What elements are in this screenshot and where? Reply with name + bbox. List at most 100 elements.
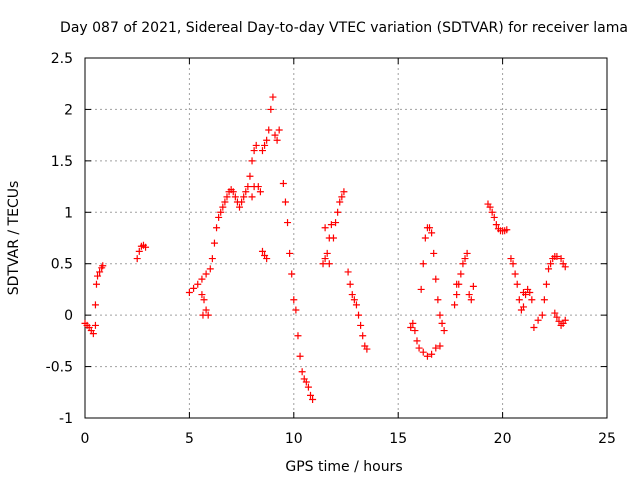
data-point [528,296,536,304]
data-point [540,296,548,304]
data-point [530,323,538,331]
data-point [89,330,97,338]
data-point [555,317,563,325]
data-point [409,319,417,327]
data-point [419,260,427,268]
x-tick-label: 10 [285,431,303,447]
data-point [96,268,104,276]
data-point [344,268,352,276]
data-point [547,260,555,268]
axis-ticks [84,57,608,419]
data-point [507,255,515,263]
data-point [263,136,271,144]
series-seg-j [451,249,477,309]
data-point [273,136,281,144]
data-point [436,311,444,319]
data-point [206,265,214,273]
data-point [352,301,360,309]
data-point [486,203,494,211]
data-point [542,280,550,288]
data-point [244,183,252,191]
data-point [271,131,279,139]
y-tick-label: 1 [64,205,73,221]
data-point [256,188,264,196]
data-point [432,275,440,283]
data-point [432,344,440,352]
x-tick-label: 20 [494,431,512,447]
data-point [363,345,371,353]
data-point [419,348,427,356]
y-tick-label: 2 [64,102,73,118]
data-point [94,272,102,280]
data-point [469,282,477,290]
data-point [334,208,342,216]
x-tick-label: 0 [81,431,90,447]
series-seg-e [254,93,283,263]
data-point [199,311,207,319]
data-point [561,263,569,271]
data-point [413,337,421,345]
data-point [534,316,542,324]
data-point [91,321,99,329]
y-tick-label: -0.5 [46,360,73,376]
series-seg-h [344,268,371,353]
data-point [194,280,202,288]
y-tick-label: 0 [64,308,73,324]
data-point [202,270,210,278]
data-point [465,291,473,299]
data-point [340,188,348,196]
x-tick-label: 15 [389,431,407,447]
data-point [415,344,423,352]
data-point [348,291,356,299]
y-tick-label: 0.5 [51,257,73,273]
data-point [440,327,448,335]
data-point [135,247,143,255]
data-point [275,126,283,134]
y-tick-label: -1 [59,411,73,427]
data-point [453,280,461,288]
data-point [329,234,337,242]
data-point [428,229,436,237]
data-point [292,306,300,314]
data-point [284,219,292,227]
data-point [519,289,527,297]
x-tick-label: 5 [185,431,194,447]
series-seg-c [185,265,214,319]
data-point [190,284,198,292]
data-point [142,243,150,251]
data-point [423,352,431,360]
data-point [426,224,434,232]
data-point [457,270,465,278]
data-point [350,296,358,304]
data-point [254,183,262,191]
data-point [202,306,210,314]
x-tick-label: 25 [598,431,616,447]
data-point [248,157,256,165]
data-point [346,280,354,288]
series-seg-m [530,253,569,331]
data-point [200,296,208,304]
x-tick-labels: 0 5 10 15 20 25 [81,431,616,447]
data-point [99,262,107,270]
series-seg-l [507,255,536,314]
series-seg-b [133,241,150,263]
data-point [519,303,527,311]
data-point [436,342,444,350]
data-point [258,147,266,155]
data-point [229,188,237,196]
data-point [421,234,429,242]
data-point [133,255,141,263]
data-point [461,255,469,263]
data-point [428,350,436,358]
data-point [288,270,296,278]
data-point [279,179,287,187]
data-point [240,193,248,201]
data-point [513,280,521,288]
data-point [467,296,475,304]
data-point [557,255,565,263]
series-seg-a [81,262,107,338]
data-point [290,296,298,304]
data-point [250,147,258,155]
data-point [338,193,346,201]
plot-frame [84,57,608,419]
